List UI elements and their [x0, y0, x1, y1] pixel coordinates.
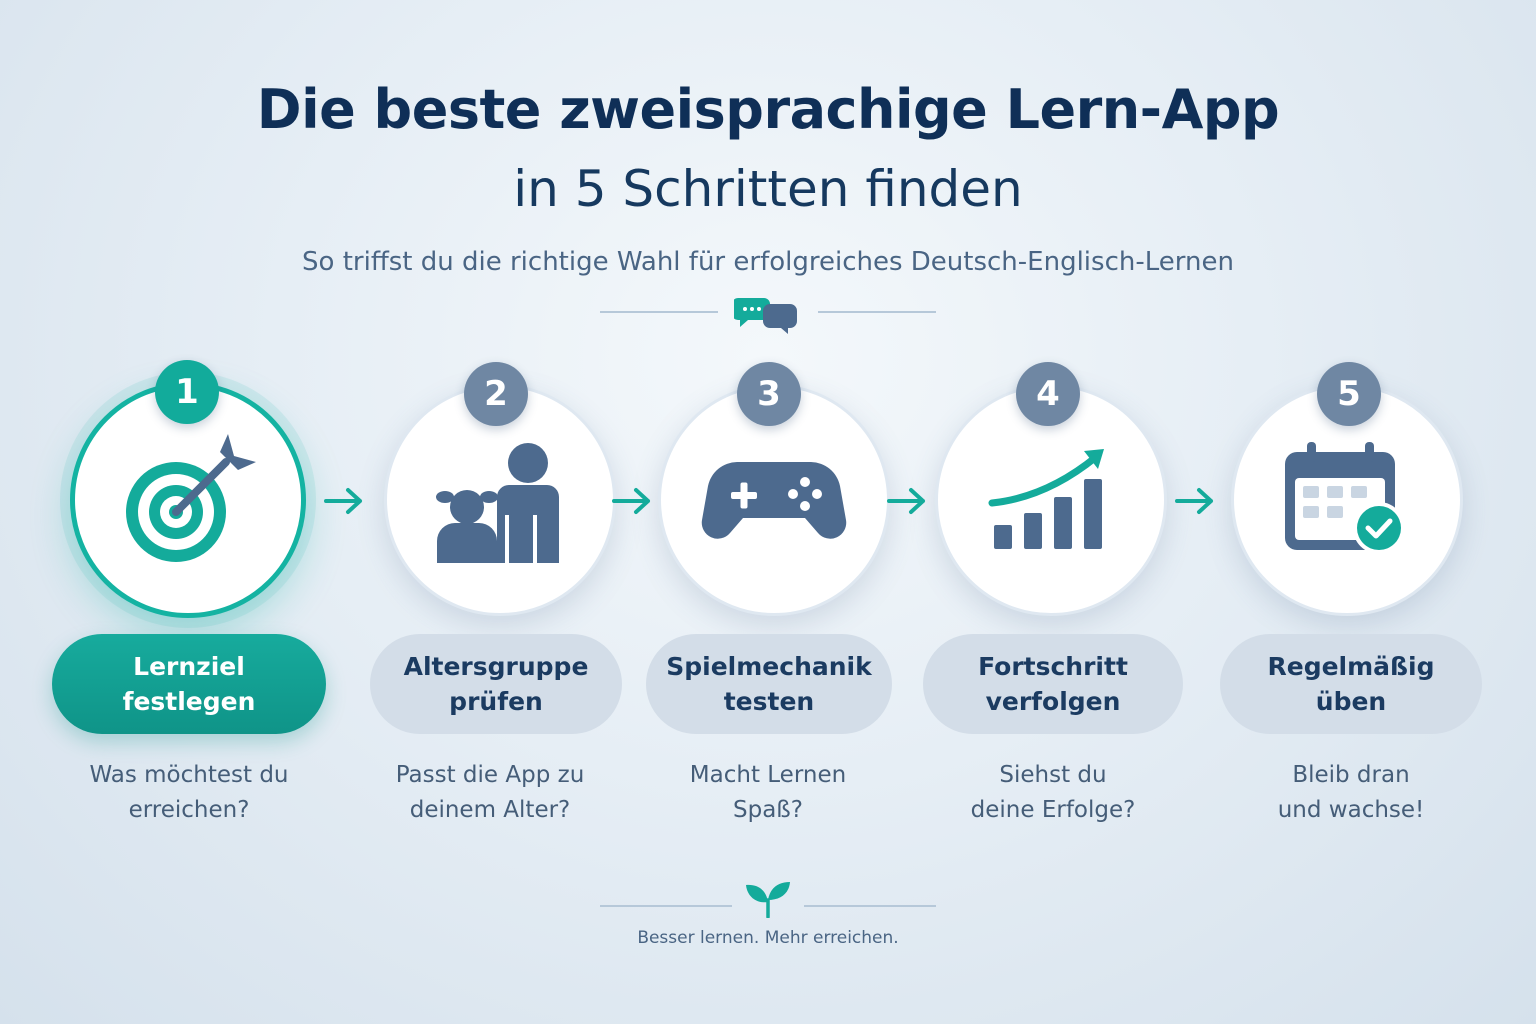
step-3-question-line-2: Spaß?	[733, 797, 803, 823]
step-2-circle[interactable]	[384, 384, 616, 616]
step-4-question-line-1: Siehst du	[999, 762, 1107, 788]
arrow-right-icon	[612, 488, 650, 514]
step-2-label-line-1: Altersgruppe	[403, 652, 589, 681]
sprout-icon	[746, 882, 790, 918]
step-2-label[interactable]: Altersgruppe prüfen	[370, 634, 622, 734]
step-4-question: Siehst du deine Erfolge?	[913, 758, 1193, 828]
step-4-label-line-2: verfolgen	[985, 687, 1121, 716]
arrow-right-icon	[324, 488, 362, 514]
step-5-label-line-2: üben	[1315, 687, 1387, 716]
step-2-question: Passt die App zu deinem Alter?	[350, 758, 630, 828]
title-line-2: in 5 Schritten finden	[513, 160, 1023, 218]
subtitle: So triffst du die richtige Wahl für erfo…	[302, 247, 1234, 277]
calendar-check-icon	[1285, 442, 1405, 554]
step-5-question-line-2: und wachse!	[1277, 797, 1425, 823]
step-4-question-line-2: deine Erfolge?	[970, 797, 1136, 823]
step-5-question: Bleib dran und wachse!	[1211, 758, 1491, 828]
growth-chart-icon	[988, 449, 1104, 549]
step-4-label[interactable]: Fortschritt verfolgen	[923, 634, 1183, 734]
step-5-number: 5	[1317, 362, 1381, 426]
step-1-label-line-1: Lernziel	[133, 652, 245, 681]
people-icon	[436, 443, 559, 563]
step-1-label[interactable]: Lernziel festlegen	[52, 634, 326, 734]
divider-right	[818, 311, 936, 313]
step-1-question-line-2: erreichen?	[128, 797, 250, 823]
step-1-question-line-1: Was möchtest du	[89, 762, 289, 788]
step-2-question-line-1: Passt die App zu	[395, 762, 585, 788]
step-3-label-line-1: Spielmechanik	[666, 652, 872, 681]
step-2-question-line-2: deinem Alter?	[409, 797, 571, 823]
step-5-label[interactable]: Regelmäßig üben	[1220, 634, 1482, 734]
step-3-label-line-2: testen	[723, 687, 815, 716]
arrow-right-icon	[1175, 488, 1213, 514]
footer-divider-right	[804, 905, 936, 907]
step-1-label-line-2: festlegen	[122, 687, 256, 716]
step-2-label-line-2: prüfen	[449, 687, 543, 716]
step-5-label-line-1: Regelmäßig	[1267, 652, 1435, 681]
step-4-number: 4	[1016, 362, 1080, 426]
footer-slogan: Besser lernen. Mehr erreichen.	[637, 928, 899, 948]
title-line-1: Die beste zweisprachige Lern-App	[256, 78, 1280, 141]
chat-bubbles-icon	[734, 298, 797, 334]
target-icon	[126, 434, 256, 562]
gamepad-icon	[701, 462, 847, 539]
step-1-number: 1	[155, 360, 219, 424]
step-4-label-line-1: Fortschritt	[978, 652, 1128, 681]
step-3-label[interactable]: Spielmechanik testen	[646, 634, 892, 734]
divider-left	[600, 311, 718, 313]
step-3-question: Macht Lernen Spaß?	[628, 758, 908, 828]
step-5-question-line-1: Bleib dran	[1292, 762, 1410, 788]
step-3-question-line-1: Macht Lernen	[689, 762, 847, 788]
step-2-number: 2	[464, 362, 528, 426]
step-3-number: 3	[737, 362, 801, 426]
step-1-question: Was möchtest du erreichen?	[49, 758, 329, 828]
arrow-right-icon	[887, 488, 925, 514]
footer-divider-left	[600, 905, 732, 907]
